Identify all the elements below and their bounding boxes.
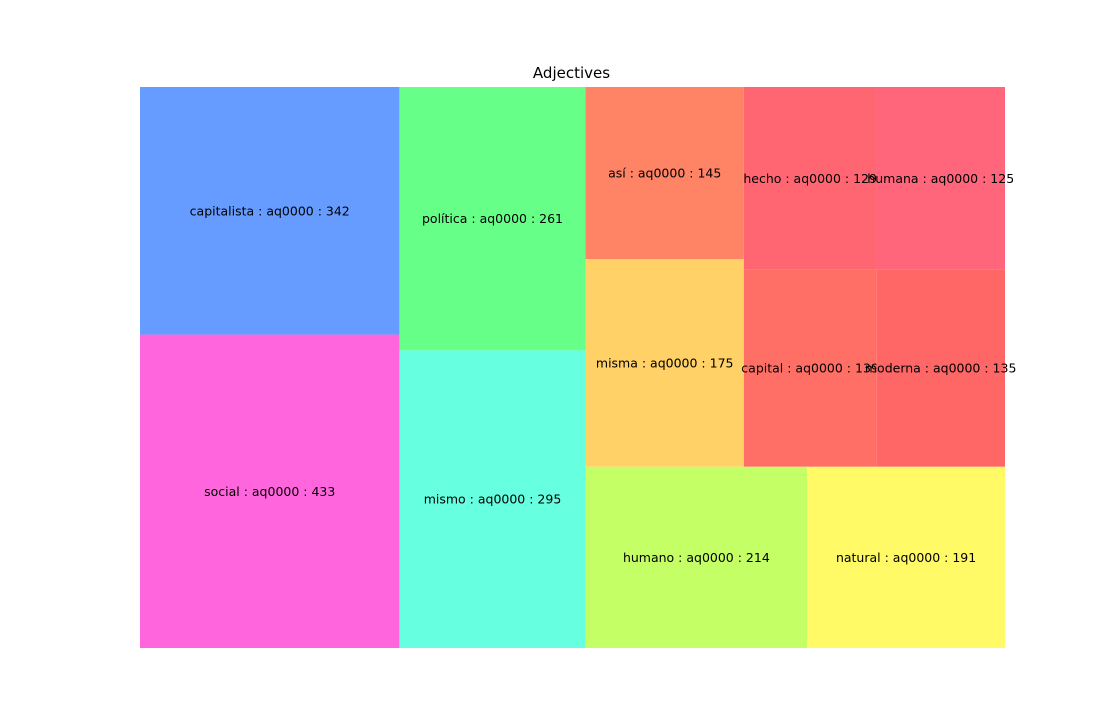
- tile-label-humana: humana : aq0000 : 125: [867, 171, 1014, 186]
- chart-title: Adjectives: [532, 64, 611, 82]
- tile-hecho: [743, 87, 877, 270]
- tile-asi: [585, 87, 744, 260]
- tile-label-politica: política : aq0000 : 261: [422, 211, 563, 226]
- tile-label-natural: natural : aq0000 : 191: [836, 550, 976, 565]
- tile-politica: [399, 87, 586, 351]
- tile-label-humano: humano : aq0000 : 214: [623, 550, 770, 565]
- tile-label-hecho: hecho : aq0000 : 129: [743, 171, 877, 186]
- tile-mismo: [399, 350, 586, 648]
- tile-capital: [743, 269, 877, 467]
- tile-misma: [585, 259, 744, 467]
- tile-label-capitalista: capitalista : aq0000 : 342: [190, 203, 350, 218]
- tile-label-moderna: moderna : aq0000 : 135: [865, 361, 1017, 376]
- tile-label-asi: así : aq0000 : 145: [608, 166, 721, 181]
- tile-social: [140, 334, 400, 648]
- tile-label-social: social : aq0000 : 433: [204, 484, 335, 499]
- tile-label-mismo: mismo : aq0000 : 295: [424, 492, 562, 507]
- tile-label-capital: capital : aq0000 : 139: [741, 361, 879, 376]
- tile-capitalista: [140, 87, 400, 335]
- tile-moderna: [876, 269, 1005, 467]
- tile-label-misma: misma : aq0000 : 175: [596, 355, 734, 370]
- tile-natural: [807, 466, 1005, 648]
- tile-humana: [876, 87, 1005, 270]
- tile-humano: [585, 466, 808, 648]
